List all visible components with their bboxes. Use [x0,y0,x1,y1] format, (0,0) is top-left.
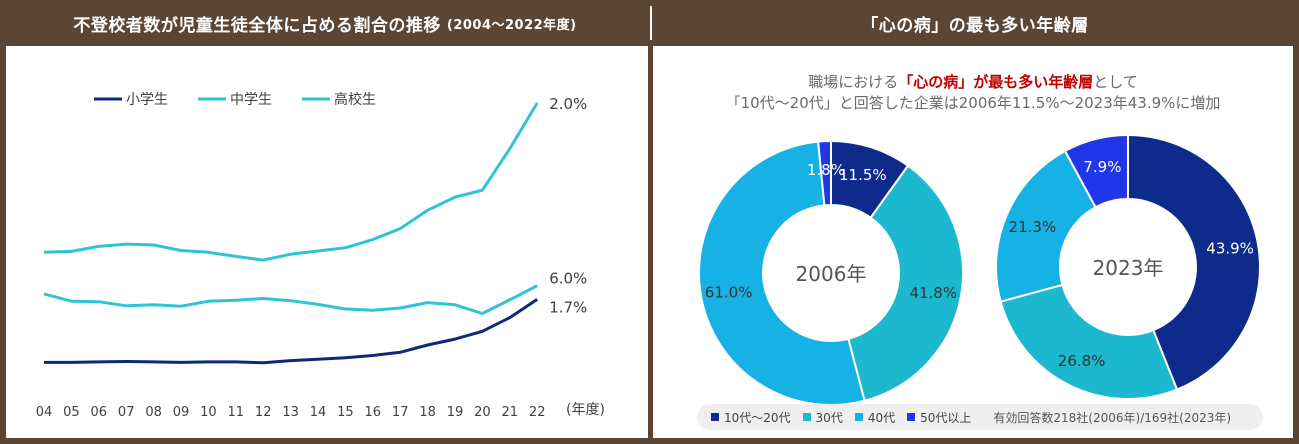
x-tick-label: 13 [282,405,299,420]
x-tick-label: 16 [365,405,382,420]
donut-slice-10代〜20代 [1127,133,1261,391]
legend-item: 40代 [854,409,896,426]
left-header-title: 不登校者数が児童生徒全体に占める割合の推移 [73,15,441,36]
x-tick-label: 17 [392,405,409,420]
x-tick-label: 12 [255,405,272,420]
legend-label-高校生: 高校生 [334,91,376,108]
donut-slice-30代 [847,164,964,402]
series-line-高校生 [43,284,538,315]
legend-swatch [907,413,916,421]
left-header: 不登校者数が児童生徒全体に占める割合の推移 (2004〜2022年度) [0,0,650,46]
x-tick-label: 19 [447,405,464,420]
legend-label: 10代〜20代 [724,410,791,425]
right-header-title: 「心の病」の最も多い年齢層 [861,15,1089,36]
x-tick-label: 15 [337,405,354,420]
donut-slice-label: 7.9% [1083,158,1121,176]
donut-chart-panel: 職場における「心の病」が最も多い年齢層として 「10代〜20代」と回答した企業は… [653,46,1293,438]
donut-slice-label: 11.5% [839,166,887,184]
donut-slice-50代以上 [1063,133,1129,209]
legend-label: 40代 [867,410,896,425]
donut-slice-30代 [999,283,1179,400]
end-label-中学生: 2.0% [549,95,587,113]
donut-slice-label: 43.9% [1206,239,1254,257]
legend-item: 50代以上 [907,409,971,426]
x-tick-label: 14 [310,405,327,420]
x-tick-label: 20 [474,405,491,420]
x-tick-label: 04 [36,405,53,420]
x-tick-label: 18 [419,405,436,420]
donut-center-label: 2023年 [1093,256,1164,280]
x-axis-label: (年度) [566,402,605,418]
subtitle-post: として [1093,73,1138,91]
line-chart-panel: 1.7% 2.0% 6.0% 04 05 06 07 08 09 10 11 12 13 14 15 16 17… [6,46,648,438]
legend-item: 30代 [802,409,843,426]
x-tick-label: 07 [118,405,135,420]
donut-charts: 11.5% 41.8% 61.0% 1.8% 2006年 43.9% 26.8% 21.3% 7… [698,133,1261,406]
legend-note: 有効回答数218社(2006年)/169社(2023年) [993,410,1232,425]
x-tick-label: 11 [228,405,245,420]
donut-slice-label: 21.3% [1009,218,1057,236]
donut-slice-label: 1.8% [807,161,845,179]
legend-swatch [711,413,719,421]
donut-center-label: 2006年 [796,262,867,286]
subtitle-accent: 「心の病」が最も多い年齢層 [898,73,1094,91]
subtitle-pre: 職場における [808,73,899,91]
donut-slice-40代 [995,149,1097,303]
series-line-小学生 [44,298,539,365]
legend-label-小学生: 小学生 [126,92,168,108]
x-tick-label: 06 [91,405,108,420]
header-divider [650,6,652,40]
line-chart: 1.7% 2.0% 6.0% 04 05 06 07 08 09 10 11 12 13 14 15 16 17… [36,91,605,420]
x-tick-label: 21 [502,405,519,420]
donut-subtitle-line1: 職場における「心の病」が最も多い年齢層として [653,72,1293,92]
legend-item: 10代〜20代 [711,409,791,426]
donut-legend: 10代〜20代 30代 40代 50代以上 有効回答数218社(2006年)/169社(… [697,404,1263,430]
left-header-period: (2004〜2022年度) [446,17,577,33]
donut-slice-label: 41.8% [909,284,957,302]
right-header: 「心の病」の最も多い年齢層 [651,0,1299,46]
end-label-小学生: 1.7% [549,298,587,316]
donut-slice-40代 [698,140,866,406]
legend-label-中学生: 中学生 [230,92,272,108]
end-label-高校生: 6.0% [549,270,587,288]
series-line-中学生 [43,102,539,262]
x-tick-label: 09 [173,405,190,420]
legend-swatch [854,413,863,421]
x-tick-label: 05 [63,405,80,420]
donut-subtitle-line2: 「10代〜20代」と回答した企業は2006年11.5%〜2023年43.9%に増… [725,94,1221,112]
legend-swatch [802,413,811,421]
donut-slice-label: 26.8% [1058,352,1106,370]
legend-label: 50代以上 [920,410,972,425]
x-tick-label: 10 [200,405,217,420]
legend-label: 30代 [815,410,843,425]
x-tick-label: 22 [529,405,546,420]
donut-slice-50代以上 [817,139,832,207]
donut-slice-label: 61.0% [705,283,753,301]
x-tick-label: 08 [145,405,162,420]
